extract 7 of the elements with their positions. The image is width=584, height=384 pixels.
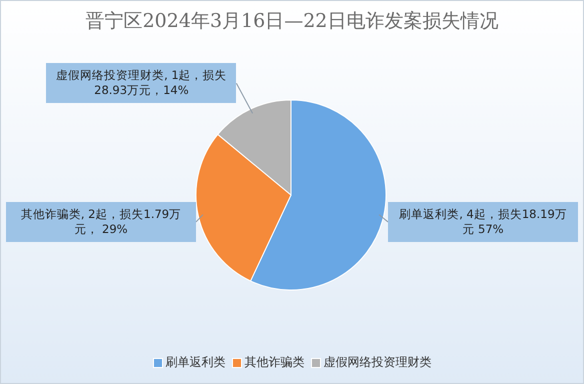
legend-label: 虚假网络投资理财类	[322, 354, 432, 371]
legend-label: 其他诈骗类	[244, 354, 304, 371]
legend-label: 刷单返利类	[164, 354, 226, 371]
data-label: 刷单返利类, 4起，损失18.19万元 57%	[388, 202, 578, 242]
data-label: 虚假网络投资理财类, 1起，损失28.93万元，14%	[46, 63, 236, 104]
chart-title: 晋宁区2024年3月16日—22日电诈发案损失情况	[84, 9, 500, 34]
data-label: 其他诈骗类, 2起，损失1.79万元， 29%	[6, 202, 196, 242]
